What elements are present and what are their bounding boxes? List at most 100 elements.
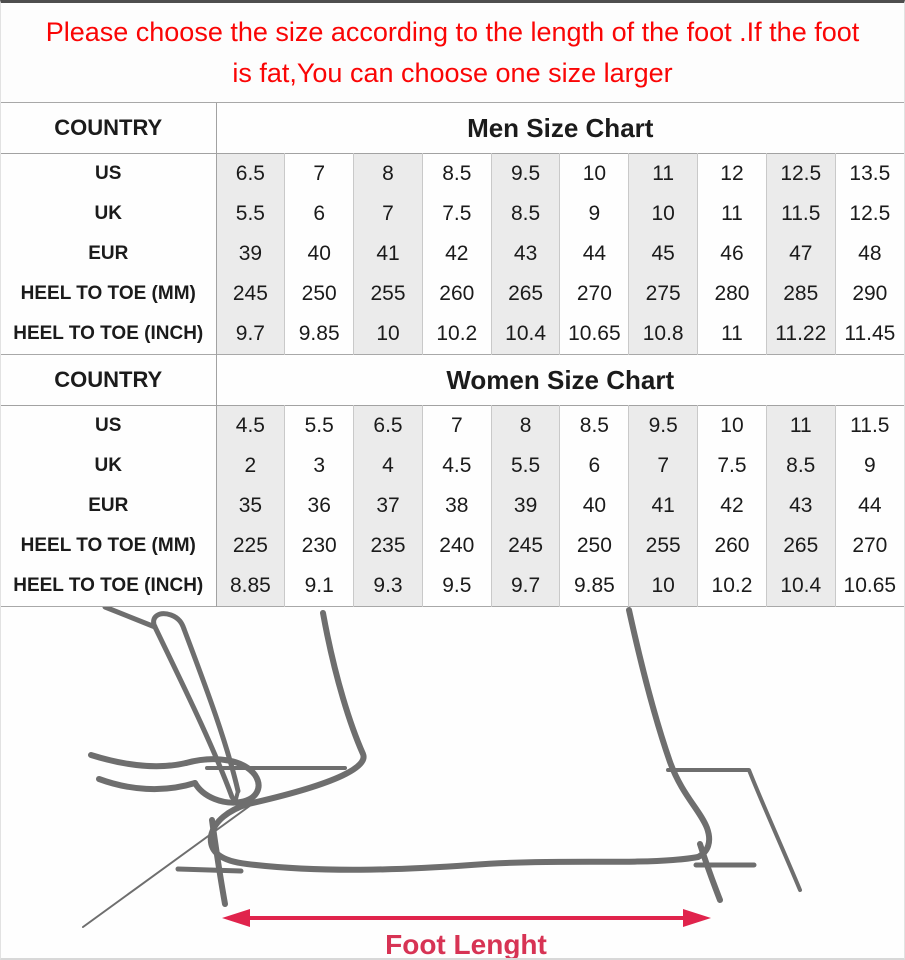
size-value-cell: 13.5 bbox=[834, 153, 904, 194]
size-value-cell: 11 bbox=[697, 194, 767, 234]
size-notice: Please choose the size according to the … bbox=[1, 3, 904, 103]
size-value-cell: 40 bbox=[559, 486, 629, 526]
size-value-cell: 12.5 bbox=[834, 194, 904, 234]
men-table-header-row: COUNTRY Men Size Chart bbox=[1, 103, 904, 154]
size-value-cell: 245 bbox=[490, 526, 560, 566]
size-value-cell: 4.5 bbox=[215, 405, 285, 446]
size-row: US 6.5 7 8 8.5 9.5 10 11 12 12.5 13.5 bbox=[1, 153, 904, 194]
size-value-cell: 265 bbox=[490, 274, 560, 314]
size-value-cell: 36 bbox=[284, 486, 354, 526]
size-value-cell: 10 bbox=[697, 405, 767, 446]
size-value-cell: 9.85 bbox=[284, 314, 354, 355]
size-value-cell: 7 bbox=[353, 194, 423, 234]
size-value-cell: 3 bbox=[284, 446, 354, 486]
size-value-cell: 45 bbox=[628, 234, 698, 274]
size-value-cell: 260 bbox=[697, 526, 767, 566]
size-value-cell: 11 bbox=[765, 405, 836, 446]
size-value-cell: 35 bbox=[215, 486, 285, 526]
size-row: US 4.5 5.5 6.5 7 8 8.5 9.5 10 11 11.5 bbox=[1, 405, 904, 446]
size-value-cell: 8.85 bbox=[215, 566, 285, 607]
size-value-cell: 39 bbox=[215, 234, 285, 274]
size-value-cell: 43 bbox=[765, 486, 836, 526]
size-value-cell: 37 bbox=[353, 486, 423, 526]
size-value-cell: 10.4 bbox=[765, 566, 836, 607]
size-value-cell: 11.5 bbox=[765, 194, 836, 234]
size-value-cell: 9.7 bbox=[215, 314, 285, 355]
size-value-cell: 275 bbox=[628, 274, 698, 314]
size-value-cell: 2 bbox=[215, 446, 285, 486]
size-row: UK 5.5 6 7 7.5 8.5 9 10 11 11.5 12.5 bbox=[1, 194, 904, 234]
size-row: HEEL TO TOE (INCH) 8.85 9.1 9.3 9.5 9.7 9.85 10… bbox=[1, 566, 904, 607]
size-value-cell: 11.5 bbox=[834, 405, 904, 446]
size-value-cell: 12 bbox=[697, 153, 767, 194]
size-value-cell: 4 bbox=[353, 446, 423, 486]
size-value-cell: 10 bbox=[628, 194, 698, 234]
size-value-cell: 9.7 bbox=[490, 566, 560, 607]
size-value-cell: 7 bbox=[628, 446, 698, 486]
size-value-cell: 255 bbox=[353, 274, 423, 314]
size-value-cell: 11 bbox=[697, 314, 767, 355]
women-size-table: COUNTRY Women Size Chart US 4.5 5.5 6.5 7 8 8.… bbox=[1, 355, 904, 607]
size-value-cell: 11 bbox=[628, 153, 698, 194]
size-value-cell: 9.1 bbox=[284, 566, 354, 607]
size-value-cell: 8.5 bbox=[559, 405, 629, 446]
size-value-cell: 4.5 bbox=[421, 446, 492, 486]
size-value-cell: 9.3 bbox=[353, 566, 423, 607]
men-country-header: COUNTRY bbox=[54, 115, 163, 140]
size-value-cell: 9.5 bbox=[421, 566, 492, 607]
size-value-cell: 7.5 bbox=[697, 446, 767, 486]
size-row: EUR 39 40 41 42 43 44 45 46 47 48 bbox=[1, 234, 904, 274]
size-value-cell: 48 bbox=[834, 234, 904, 274]
size-value-cell: 10.4 bbox=[490, 314, 560, 355]
size-value-cell: 6 bbox=[559, 446, 629, 486]
row-label: HEEL TO TOE (INCH) bbox=[1, 566, 216, 607]
size-value-cell: 5.5 bbox=[284, 405, 354, 446]
size-value-cell: 225 bbox=[215, 526, 285, 566]
row-label: HEEL TO TOE (MM) bbox=[1, 274, 216, 314]
size-notice-line-2: is fat,You can choose one size larger bbox=[232, 57, 673, 88]
row-label: US bbox=[1, 405, 216, 446]
women-country-header: COUNTRY bbox=[54, 367, 163, 392]
size-value-cell: 8.5 bbox=[421, 153, 492, 194]
size-value-cell: 43 bbox=[490, 234, 560, 274]
size-value-cell: 38 bbox=[421, 486, 492, 526]
size-value-cell: 7 bbox=[284, 153, 354, 194]
size-value-cell: 270 bbox=[559, 274, 629, 314]
row-label: EUR bbox=[1, 234, 216, 274]
size-value-cell: 7.5 bbox=[421, 194, 492, 234]
row-label: HEEL TO TOE (INCH) bbox=[1, 314, 216, 355]
men-size-table: COUNTRY Men Size Chart US 6.5 7 8 8.5 9.5 10 11… bbox=[1, 103, 904, 355]
size-value-cell: 10.2 bbox=[697, 566, 767, 607]
size-value-cell: 42 bbox=[697, 486, 767, 526]
size-value-cell: 8 bbox=[490, 405, 560, 446]
size-value-cell: 230 bbox=[284, 526, 354, 566]
size-value-cell: 285 bbox=[765, 274, 836, 314]
size-value-cell: 46 bbox=[697, 234, 767, 274]
size-value-cell: 5.5 bbox=[215, 194, 285, 234]
size-row: EUR 35 36 37 38 39 40 41 42 43 44 bbox=[1, 486, 904, 526]
size-value-cell: 240 bbox=[421, 526, 492, 566]
size-row: UK 2 3 4 4.5 5.5 6 7 7.5 8.5 9 bbox=[1, 446, 904, 486]
size-value-cell: 10.65 bbox=[559, 314, 629, 355]
size-value-cell: 6 bbox=[284, 194, 354, 234]
women-table-header-row: COUNTRY Women Size Chart bbox=[1, 355, 904, 406]
size-value-cell: 10.2 bbox=[421, 314, 492, 355]
row-label: US bbox=[1, 153, 216, 194]
size-value-cell: 44 bbox=[834, 486, 904, 526]
size-value-cell: 41 bbox=[353, 234, 423, 274]
size-value-cell: 8 bbox=[353, 153, 423, 194]
size-value-cell: 41 bbox=[628, 486, 698, 526]
men-table-title: Men Size Chart bbox=[215, 103, 904, 154]
size-notice-line-1: Please choose the size according to the … bbox=[45, 16, 860, 47]
size-value-cell: 6.5 bbox=[215, 153, 285, 194]
size-value-cell: 260 bbox=[421, 274, 492, 314]
size-value-cell: 12.5 bbox=[765, 153, 836, 194]
size-value-cell: 9 bbox=[834, 446, 904, 486]
size-value-cell: 10 bbox=[559, 153, 629, 194]
size-row: HEEL TO TOE (MM) 225 230 235 240 245 250 255 260… bbox=[1, 526, 904, 566]
size-value-cell: 6.5 bbox=[353, 405, 423, 446]
size-value-cell: 42 bbox=[421, 234, 492, 274]
size-value-cell: 40 bbox=[284, 234, 354, 274]
size-value-cell: 280 bbox=[697, 274, 767, 314]
size-value-cell: 290 bbox=[834, 274, 904, 314]
